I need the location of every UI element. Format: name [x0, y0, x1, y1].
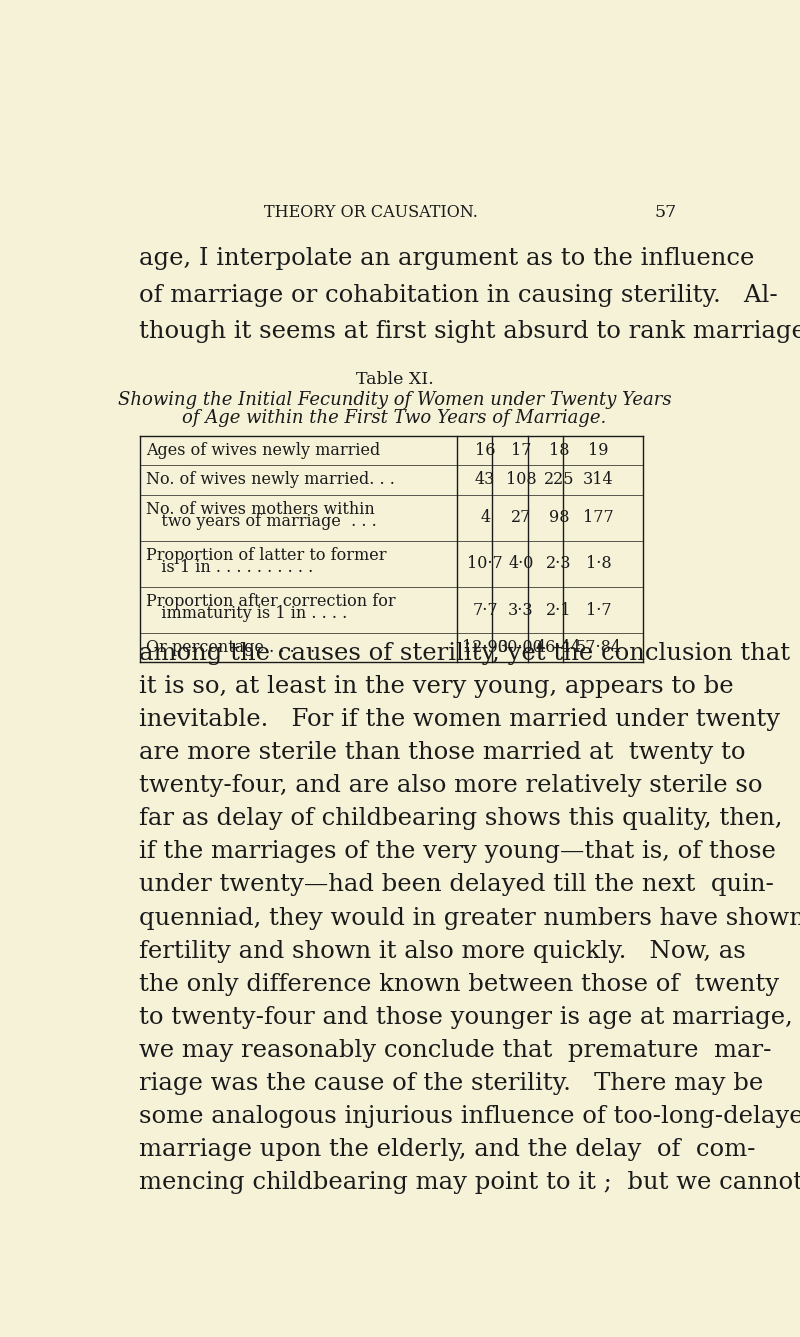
Text: the only difference known between those of  twenty: the only difference known between those …: [138, 973, 779, 996]
Text: 1·7: 1·7: [586, 602, 611, 619]
Text: Proportion of latter to former: Proportion of latter to former: [146, 547, 387, 564]
Text: under twenty—had been delayed till the next  quin-: under twenty—had been delayed till the n…: [138, 873, 774, 897]
Text: 98: 98: [549, 509, 569, 527]
Text: 12·90: 12·90: [462, 639, 508, 656]
Text: of Age within the First Two Years of Marriage.: of Age within the First Two Years of Mar…: [182, 409, 606, 427]
Text: to twenty-four and those younger is age at marriage,: to twenty-four and those younger is age …: [138, 1005, 793, 1029]
Text: 27: 27: [510, 509, 531, 527]
Text: far as delay of childbearing shows this quality, then,: far as delay of childbearing shows this …: [138, 808, 782, 830]
Text: age, I interpolate an argument as to the influence: age, I interpolate an argument as to the…: [138, 247, 754, 270]
Text: 225: 225: [543, 472, 574, 488]
Text: 1·8: 1·8: [586, 555, 611, 572]
Text: though it seems at first sight absurd to rank marriage: though it seems at first sight absurd to…: [138, 320, 800, 342]
Text: of marriage or cohabitation in causing sterility.   Al-: of marriage or cohabitation in causing s…: [138, 283, 778, 306]
Text: Proportion after correction for: Proportion after correction for: [146, 594, 396, 610]
Text: among the causes of sterility, yet the conclusion that: among the causes of sterility, yet the c…: [138, 642, 790, 664]
Text: 19: 19: [588, 443, 609, 459]
Text: No. of wives mothers within: No. of wives mothers within: [146, 501, 375, 517]
Text: we may reasonably conclude that  premature  mar-: we may reasonably conclude that prematur…: [138, 1039, 771, 1062]
Text: it is so, at least in the very young, appears to be: it is so, at least in the very young, ap…: [138, 675, 734, 698]
Text: marriage upon the elderly, and the delay  of  com-: marriage upon the elderly, and the delay…: [138, 1138, 755, 1162]
Text: 2·3: 2·3: [546, 555, 571, 572]
Text: riage was the cause of the sterility.   There may be: riage was the cause of the sterility. Th…: [138, 1072, 763, 1095]
Text: 57·84: 57·84: [575, 639, 622, 656]
Text: fertility and shown it also more quickly.   Now, as: fertility and shown it also more quickly…: [138, 940, 746, 963]
Text: 3·3: 3·3: [508, 602, 534, 619]
Text: Ages of wives newly married: Ages of wives newly married: [146, 443, 381, 459]
Text: THEORY OR CAUSATION.: THEORY OR CAUSATION.: [264, 205, 478, 222]
Text: some analogous injurious influence of too-long-delayed: some analogous injurious influence of to…: [138, 1106, 800, 1128]
Text: 46·44: 46·44: [536, 639, 582, 656]
Text: 18: 18: [549, 443, 569, 459]
Text: inevitable.   For if the women married under twenty: inevitable. For if the women married und…: [138, 707, 780, 731]
Text: 4: 4: [480, 509, 490, 527]
Text: is 1 in . . . . . . . . . .: is 1 in . . . . . . . . . .: [146, 559, 314, 576]
Text: immaturity is 1 in . . . .: immaturity is 1 in . . . .: [146, 606, 348, 622]
Text: 177: 177: [583, 509, 614, 527]
Text: 16: 16: [475, 443, 495, 459]
Text: Table XI.: Table XI.: [356, 370, 434, 388]
Text: 4·0: 4·0: [508, 555, 534, 572]
Text: 57: 57: [654, 205, 677, 222]
Text: Showing the Initial Fecundity of Women under Twenty Years: Showing the Initial Fecundity of Women u…: [118, 392, 671, 409]
Text: two years of marriage  . . .: two years of marriage . . .: [146, 512, 378, 529]
Text: if the marriages of the very young—that is, of those: if the marriages of the very young—that …: [138, 841, 776, 864]
Text: 17: 17: [510, 443, 531, 459]
Text: 43: 43: [475, 472, 495, 488]
Text: 2·1: 2·1: [546, 602, 571, 619]
Text: No. of wives newly married. . .: No. of wives newly married. . .: [146, 472, 395, 488]
Text: quenniad, they would in greater numbers have shown: quenniad, they would in greater numbers …: [138, 906, 800, 929]
Text: Or percentage . . . . . .: Or percentage . . . . . .: [146, 639, 326, 656]
Text: 10·7: 10·7: [467, 555, 503, 572]
Text: 30·00: 30·00: [498, 639, 544, 656]
Text: twenty-four, and are also more relatively sterile so: twenty-four, and are also more relativel…: [138, 774, 762, 797]
Text: are more sterile than those married at  twenty to: are more sterile than those married at t…: [138, 741, 746, 763]
Text: mencing childbearing may point to it ;  but we cannot: mencing childbearing may point to it ; b…: [138, 1171, 800, 1194]
Text: 314: 314: [583, 472, 614, 488]
Text: 108: 108: [506, 472, 536, 488]
Text: 7·7: 7·7: [472, 602, 498, 619]
